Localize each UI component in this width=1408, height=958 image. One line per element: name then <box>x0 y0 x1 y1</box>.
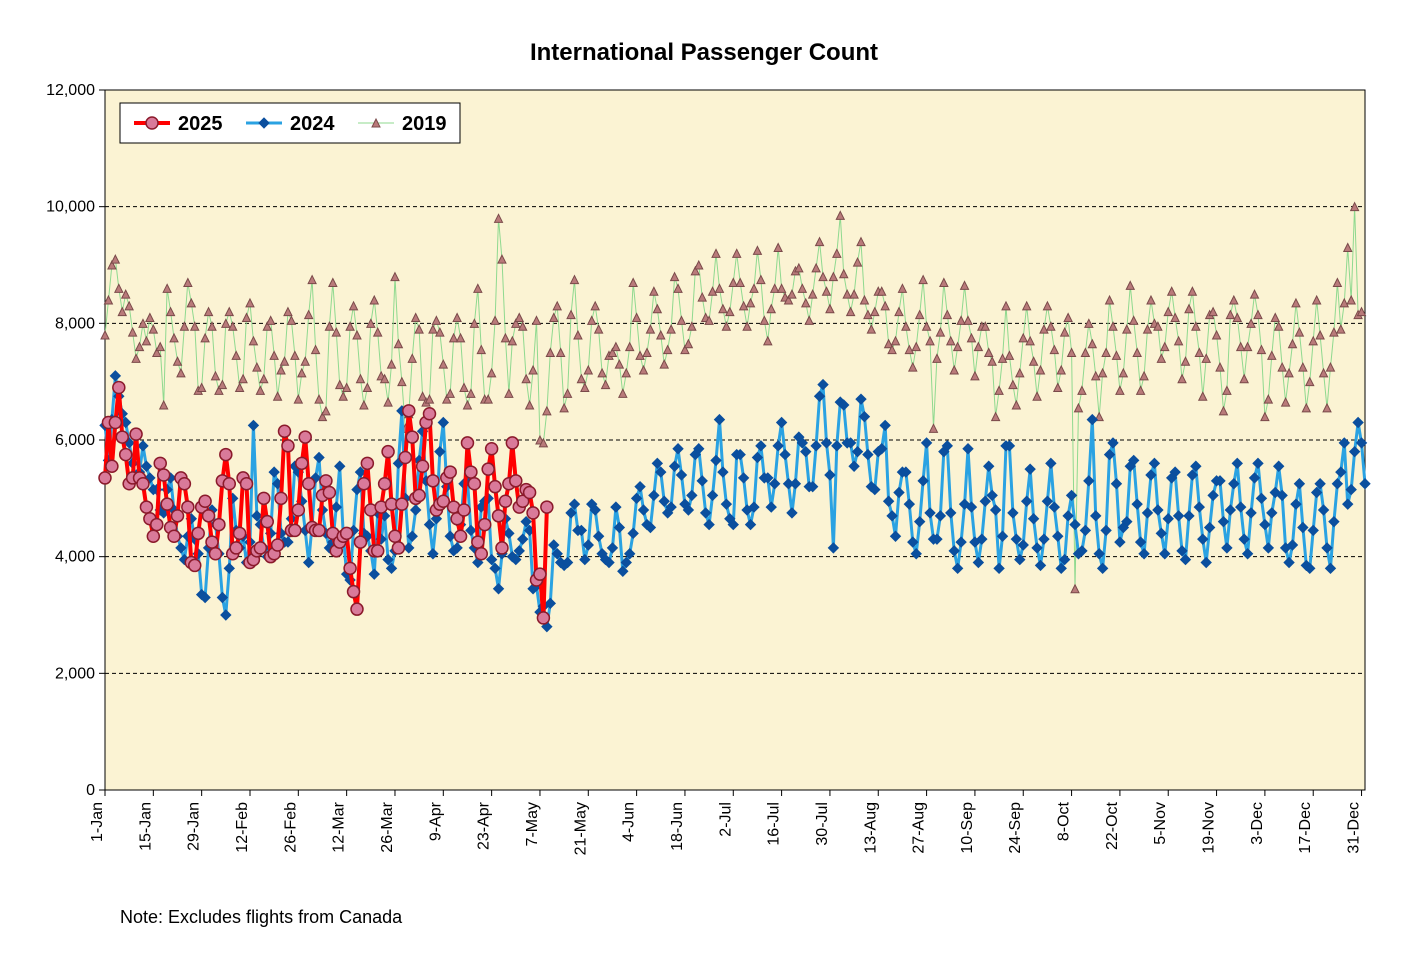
x-tick-label: 26-Mar <box>379 801 396 852</box>
legend-label: 2019 <box>402 113 447 135</box>
chart-footnote: Note: Excludes flights from Canada <box>120 907 403 927</box>
x-tick-label: 17-Dec <box>1297 802 1314 854</box>
x-tick-label: 10-Sep <box>959 802 976 854</box>
x-tick-label: 29-Jan <box>186 802 203 851</box>
x-tick-label: 18-Jun <box>669 802 686 851</box>
chart-svg: 0 2,000 4,000 6,000 8,000 10,000 12,000 1-Jan 15… <box>0 0 1408 958</box>
x-tick-label: 3-Dec <box>1249 802 1266 845</box>
legend: 2025 2024 2019 <box>120 103 460 143</box>
legend-label: 2024 <box>290 113 335 135</box>
y-tick-label: 4,000 <box>55 549 95 566</box>
legend-label: 2025 <box>178 113 223 135</box>
x-tick-label: 19-Nov <box>1201 802 1218 854</box>
x-tick-label: 13-Aug <box>862 802 879 854</box>
x-tick-label: 7-May <box>524 802 541 846</box>
y-tick-label: 6,000 <box>55 432 95 449</box>
x-tick-label: 30-Jul <box>814 802 831 846</box>
x-tick-label: 12-Feb <box>234 802 251 853</box>
x-tick-label: 1-Jan <box>89 802 106 842</box>
y-tick-label: 10,000 <box>46 199 95 216</box>
x-tick-label: 9-Apr <box>427 801 444 841</box>
y-tick-label: 0 <box>86 782 95 799</box>
x-tick-label: 31-Dec <box>1346 802 1363 854</box>
x-tick-label: 8-Oct <box>1056 801 1073 841</box>
x-tick-label: 15-Jan <box>137 802 154 851</box>
x-tick-label: 22-Oct <box>1104 801 1121 850</box>
x-tick-label: 2-Jul <box>717 802 734 837</box>
chart-title: International Passenger Count <box>530 39 878 66</box>
x-tick-label: 5-Nov <box>1152 802 1169 845</box>
y-tick-label: 8,000 <box>55 315 95 332</box>
x-tick-label: 21-May <box>572 802 589 855</box>
x-tick-label: 16-Jul <box>766 802 783 846</box>
y-tick-label: 2,000 <box>55 665 95 682</box>
x-tick-label: 12-Mar <box>331 801 348 852</box>
x-tick-label: 23-Apr <box>476 801 493 850</box>
x-tick-label: 27-Aug <box>911 802 928 854</box>
x-tick-label: 26-Feb <box>282 802 299 853</box>
x-tick-label: 24-Sep <box>1007 802 1024 854</box>
x-tick-label: 4-Jun <box>621 802 638 842</box>
y-tick-label: 12,000 <box>46 82 95 99</box>
